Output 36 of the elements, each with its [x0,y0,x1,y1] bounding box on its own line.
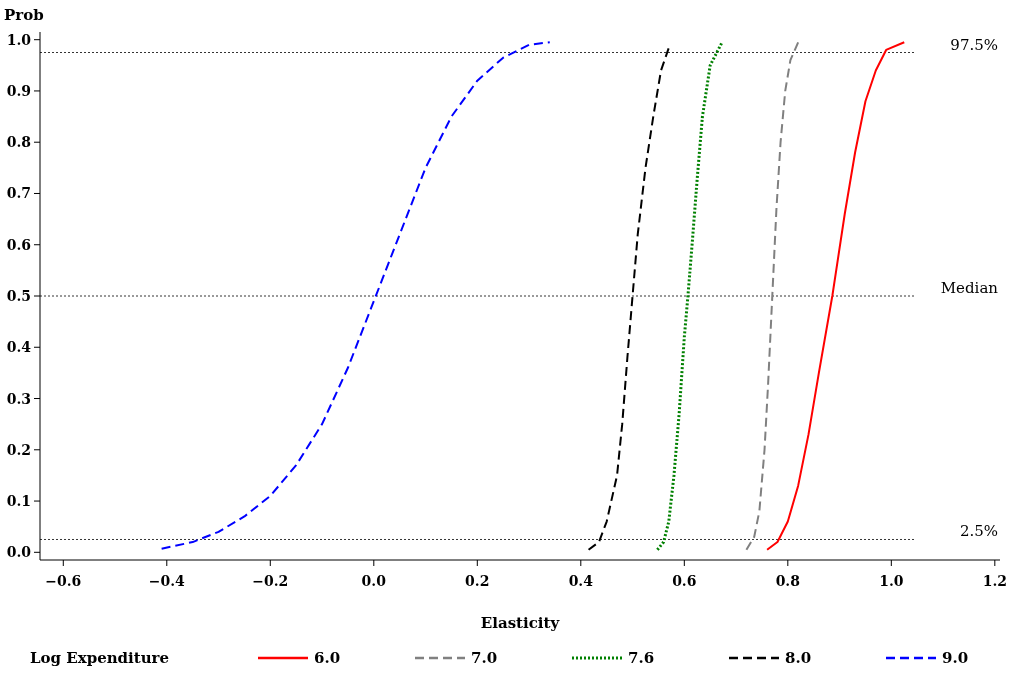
line-series [745,41,800,551]
x-tick-label: 0.6 [672,573,697,589]
legend-label: 7.0 [471,649,498,667]
x-tick-label: −0.2 [252,573,289,589]
y-tick-label: 0.1 [6,493,31,510]
line-series [766,41,906,551]
y-tick-label: 0.4 [6,339,32,356]
legend-label: 9.0 [942,649,969,667]
x-tick-label: 0.2 [465,573,490,589]
y-tick-label: 0.9 [6,82,31,99]
y-tick-label: 0.3 [6,390,31,407]
line-series [655,40,724,552]
x-tick-label: 1.2 [982,573,1007,589]
y-tick-label: 0.6 [6,236,31,253]
ref-line-label: 97.5% [950,35,998,54]
y-tick-label: 0.8 [6,134,31,151]
legend-title: Log Expenditure [30,649,170,667]
x-tick-label: 1.0 [879,573,904,589]
line-series [160,41,551,550]
y-tick-label: 0.2 [6,441,31,458]
legend-label: 8.0 [785,649,812,667]
x-tick-label: −0.6 [45,573,82,589]
x-tick-label: 0.8 [775,573,800,589]
y-tick-label: 0.5 [6,288,31,304]
y-axis-title: Prob [4,6,44,24]
y-tick-label: 0.7 [6,185,31,202]
x-axis-title: Elasticity [480,614,561,632]
legend-label: 7.6 [628,649,655,667]
y-tick-label: 0.0 [6,544,32,561]
x-tick-label: 0.0 [361,573,387,589]
ref-line-label: 2.5% [959,522,998,541]
legend-label: 6.0 [314,649,341,667]
ref-line-label: Median [940,279,999,297]
x-tick-label: −0.4 [148,573,186,589]
y-tick-label: 1.0 [6,31,32,48]
x-tick-label: 0.4 [568,573,594,589]
